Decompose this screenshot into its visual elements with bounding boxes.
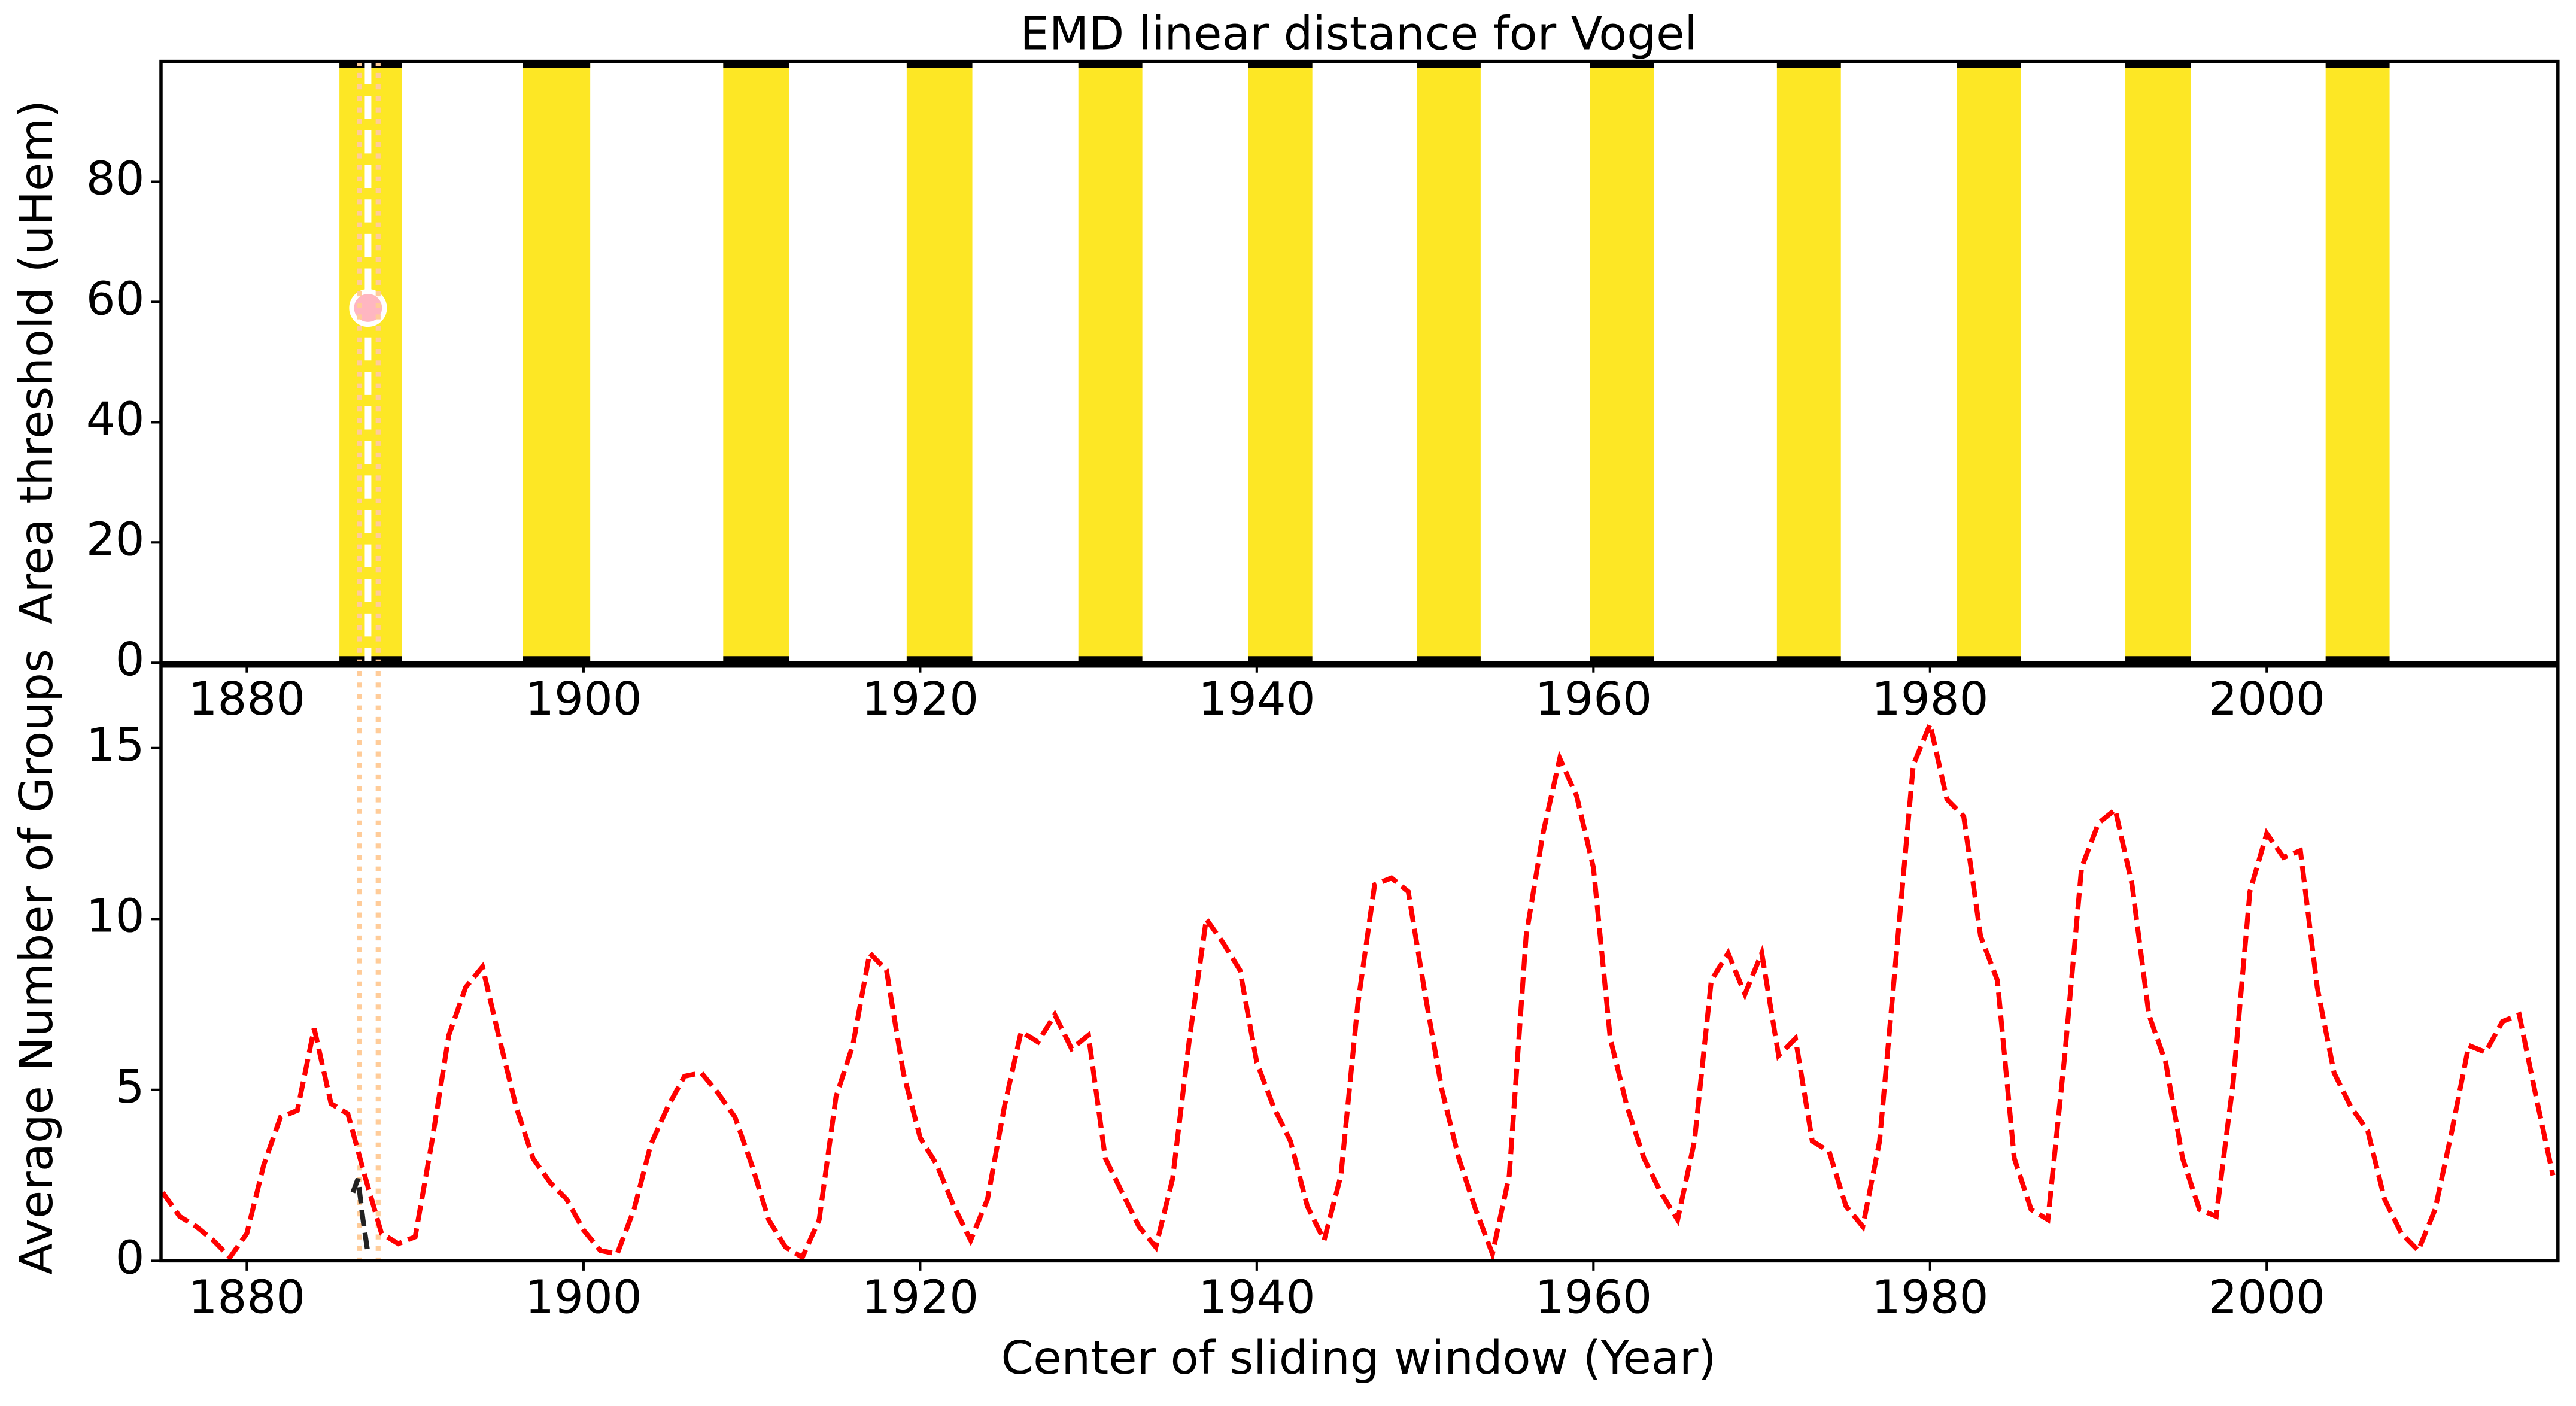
line <box>350 1177 370 1255</box>
y-axis-label: Area threshold (uHem) <box>10 100 63 624</box>
band-edge <box>1590 656 1654 663</box>
band <box>523 61 591 663</box>
band-edge <box>2325 61 2390 68</box>
band-edge <box>906 656 973 663</box>
band <box>1248 61 1313 663</box>
plot-frame <box>159 59 2560 664</box>
x-tick-label: 1940 <box>1198 673 1316 726</box>
x-tick-label: 1880 <box>189 673 306 726</box>
y-axis-label: Average Number of Groups <box>10 649 63 1275</box>
band-edge <box>1957 656 2021 663</box>
band-edge <box>1248 656 1313 663</box>
x-tick-label: 1920 <box>862 673 979 726</box>
y-tick-label: 5 <box>116 1061 145 1114</box>
y-tick-label: 20 <box>86 513 145 566</box>
band-edge <box>1078 656 1143 663</box>
marker <box>349 289 387 327</box>
x-tick-label: 2000 <box>2208 1271 2325 1324</box>
band-edge <box>523 656 591 663</box>
band-edge <box>1417 61 1481 68</box>
y-tick-label: 60 <box>86 272 145 326</box>
band-edge <box>1078 61 1143 68</box>
band <box>1417 61 1481 663</box>
x-tick-label: 2000 <box>2208 673 2325 726</box>
y-tick-label: 10 <box>86 889 145 943</box>
x-tick-label: 1940 <box>1198 1271 1316 1324</box>
y-tick-label: 80 <box>86 153 145 206</box>
band-edge <box>2325 656 2390 663</box>
band-edge <box>523 61 591 68</box>
x-tick-label: 1900 <box>525 673 642 726</box>
x-tick-label: 1960 <box>1535 673 1652 726</box>
band <box>1078 61 1143 663</box>
y-tick-label: 15 <box>86 719 145 772</box>
line <box>160 716 2556 1263</box>
band <box>1590 61 1654 663</box>
x-tick-label: 1880 <box>189 1271 306 1324</box>
x-axis-label: Center of sliding window (Year) <box>1001 1332 1717 1385</box>
band-edge <box>1776 61 1841 68</box>
band-edge <box>1957 61 2021 68</box>
band-edge <box>2125 61 2191 68</box>
x-tick-label: 1900 <box>525 1271 642 1324</box>
x-tick-label: 1980 <box>1872 673 1989 726</box>
x-tick-label: 1960 <box>1535 1271 1652 1324</box>
band-edge <box>1776 656 1841 663</box>
band-edge <box>1417 656 1481 663</box>
y-tick-label: 0 <box>116 1231 145 1284</box>
chart-title: EMD linear distance for Vogel <box>1020 7 1697 60</box>
y-tick-label: 0 <box>116 633 145 687</box>
band <box>723 61 789 663</box>
plot-frame <box>159 664 2560 1263</box>
x-tick-label: 1920 <box>862 1271 979 1324</box>
band-edge <box>1590 61 1654 68</box>
band-edge <box>1248 61 1313 68</box>
band-edge <box>723 61 789 68</box>
band-edge <box>723 656 789 663</box>
band-edge <box>906 61 973 68</box>
x-tick-label: 1980 <box>1872 1271 1989 1324</box>
y-tick-label: 40 <box>86 393 145 446</box>
band <box>1776 61 1841 663</box>
band-edge <box>2125 656 2191 663</box>
band <box>906 61 973 663</box>
band <box>2325 61 2390 663</box>
band <box>2125 61 2191 663</box>
band <box>1957 61 2021 663</box>
